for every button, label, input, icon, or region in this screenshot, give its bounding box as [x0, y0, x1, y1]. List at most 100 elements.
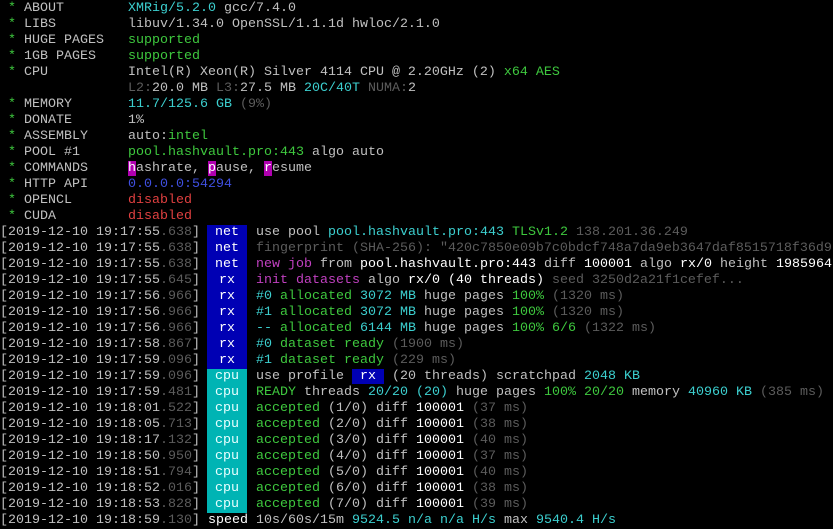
- log-message: #0 dataset ready (1900 ms): [256, 337, 464, 353]
- log-message: accepted (4/0) diff 100001 (37 ms): [256, 449, 528, 465]
- text-segment: TLSv1.2: [503, 225, 568, 240]
- text-segment: (2/0): [320, 417, 368, 432]
- text-segment: diff: [368, 433, 416, 448]
- text-segment: (39 ms): [464, 497, 528, 512]
- text-segment: r: [263, 161, 272, 176]
- text-segment: accepted: [256, 433, 320, 448]
- text-segment: diff: [368, 465, 416, 480]
- info-label: POOL #1: [24, 145, 80, 160]
- timestamp-ms: .638: [159, 257, 192, 272]
- timestamp-date: [2019-12-10 19:18:17: [0, 433, 160, 448]
- text-segment: algo: [359, 273, 408, 288]
- info-value: libuv/1.34.0 OpenSSL/1.1.1d hwloc/2.1.0: [128, 17, 440, 33]
- text-segment: supported: [128, 49, 200, 64]
- text-segment: (40 ms): [464, 465, 528, 480]
- text-segment: threads: [296, 385, 368, 400]
- text-segment: from: [312, 257, 360, 272]
- text-segment: accepted: [256, 481, 320, 496]
- timestamp-bracket: ]: [191, 273, 200, 288]
- text-segment: height: [711, 257, 776, 272]
- text-segment: NUMA:: [360, 81, 408, 96]
- info-label: OPENCL: [24, 193, 72, 208]
- timestamp-ms: .132: [159, 433, 192, 448]
- text-segment: (385 ms): [751, 385, 824, 400]
- text-segment: accepted: [256, 497, 320, 512]
- log-message: init datasets algo rx/0 (40 threads) see…: [256, 273, 744, 289]
- text-segment: 100001: [416, 401, 464, 416]
- tag-rx: rx: [207, 273, 247, 289]
- log-line: [2019-12-10 19:18:01.522] cpu accepted (1/…: [0, 401, 833, 417]
- timestamp-ms: .867: [159, 337, 192, 352]
- timestamp-date: [2019-12-10 19:18:51: [0, 465, 160, 480]
- timestamp-ms: .522: [159, 401, 192, 416]
- tag-net: net: [207, 241, 247, 257]
- text-segment: (7/0): [320, 497, 368, 512]
- text-segment: 10s/60s/15m: [248, 513, 352, 528]
- text-segment: supported: [128, 33, 200, 48]
- bullet-icon: *: [8, 129, 16, 144]
- text-segment: 20/20: [367, 385, 408, 400]
- tag-net: net: [207, 257, 247, 273]
- text-segment: (1320 ms): [543, 305, 624, 320]
- timestamp: [2019-12-10 19:17:56.966]: [0, 305, 200, 321]
- timestamp-date: [2019-12-10 19:17:55: [0, 273, 160, 288]
- bullet-icon: *: [8, 97, 16, 112]
- info-line: * MEMORY 11.7/125.6 GB (9%): [0, 97, 833, 113]
- text-segment: --: [256, 321, 272, 336]
- info-label: ABOUT: [24, 1, 64, 16]
- text-segment: 100001: [416, 449, 464, 464]
- text-segment: (1/0): [320, 401, 368, 416]
- log-line: [2019-12-10 19:17:55.638] net use pool poo…: [0, 225, 833, 241]
- timestamp: [2019-12-10 19:18:52.016]: [0, 481, 200, 497]
- text-segment: huge pages: [415, 289, 512, 304]
- timestamp-ms: .966: [159, 321, 192, 336]
- timestamp-date: [2019-12-10 19:18:50: [0, 449, 160, 464]
- text-segment: (5/0): [320, 465, 368, 480]
- text-segment: ause,: [215, 161, 264, 176]
- timestamp: [2019-12-10 19:17:56.966]: [0, 289, 200, 305]
- text-segment: (37 ms): [464, 449, 528, 464]
- text-segment: fingerprint (SHA-256): "420c7850e09b7c0b…: [256, 241, 832, 256]
- timestamp-ms: .016: [159, 481, 192, 496]
- text-segment: (38 ms): [464, 481, 528, 496]
- info-line: * COMMANDS hashrate, pause, resume: [0, 161, 833, 177]
- timestamp-ms: .828: [159, 497, 192, 512]
- timestamp: [2019-12-10 19:17:55.645]: [0, 273, 200, 289]
- log-line: [2019-12-10 19:17:56.966] rx #0 allocated …: [0, 289, 833, 305]
- timestamp-date: [2019-12-10 19:17:55: [0, 241, 160, 256]
- log-message: fingerprint (SHA-256): "420c7850e09b7c0b…: [256, 241, 832, 257]
- text-segment: (3/0): [320, 433, 368, 448]
- log-message: use profile rx (20 threads) scratchpad 2…: [256, 369, 640, 385]
- timestamp: [2019-12-10 19:17:59.481]: [0, 385, 200, 401]
- text-segment: (20): [407, 385, 448, 400]
- text-segment: accepted: [256, 417, 320, 432]
- text-segment: (37 ms): [464, 401, 528, 416]
- text-segment: 0.0.0.0:54294: [128, 177, 232, 192]
- text-segment: use profile: [256, 369, 352, 384]
- text-segment: accepted: [256, 449, 320, 464]
- timestamp-bracket: ]: [191, 369, 200, 384]
- text-segment: 11.7/125.6 GB: [128, 97, 232, 112]
- timestamp-date: [2019-12-10 19:18:01: [0, 401, 160, 416]
- text-segment: rx/0: [407, 273, 440, 288]
- bullet-icon: *: [8, 1, 16, 16]
- timestamp-bracket: ]: [191, 225, 200, 240]
- log-message: accepted (7/0) diff 100001 (39 ms): [256, 497, 528, 513]
- log-line: [2019-12-10 19:17:55.638] net fingerprint …: [0, 241, 833, 257]
- tag-cpu: cpu: [207, 401, 247, 417]
- timestamp-bracket: ]: [191, 513, 200, 528]
- text-segment: (9%): [231, 97, 272, 112]
- text-segment: allocated: [272, 305, 352, 320]
- bullet-icon: *: [8, 209, 16, 224]
- text-segment: READY: [256, 385, 296, 400]
- timestamp-bracket: ]: [191, 337, 200, 352]
- info-value: pool.hashvault.pro:443 algo auto: [128, 145, 384, 161]
- info-value: hashrate, pause, resume: [128, 161, 312, 177]
- text-segment: gcc/7.4.0: [215, 1, 296, 16]
- text-segment: L3:: [216, 81, 240, 96]
- text-segment: diff: [368, 449, 416, 464]
- tag-rx: rx: [207, 353, 247, 369]
- timestamp-ms: .130: [159, 513, 192, 528]
- timestamp: [2019-12-10 19:17:59.096]: [0, 369, 200, 385]
